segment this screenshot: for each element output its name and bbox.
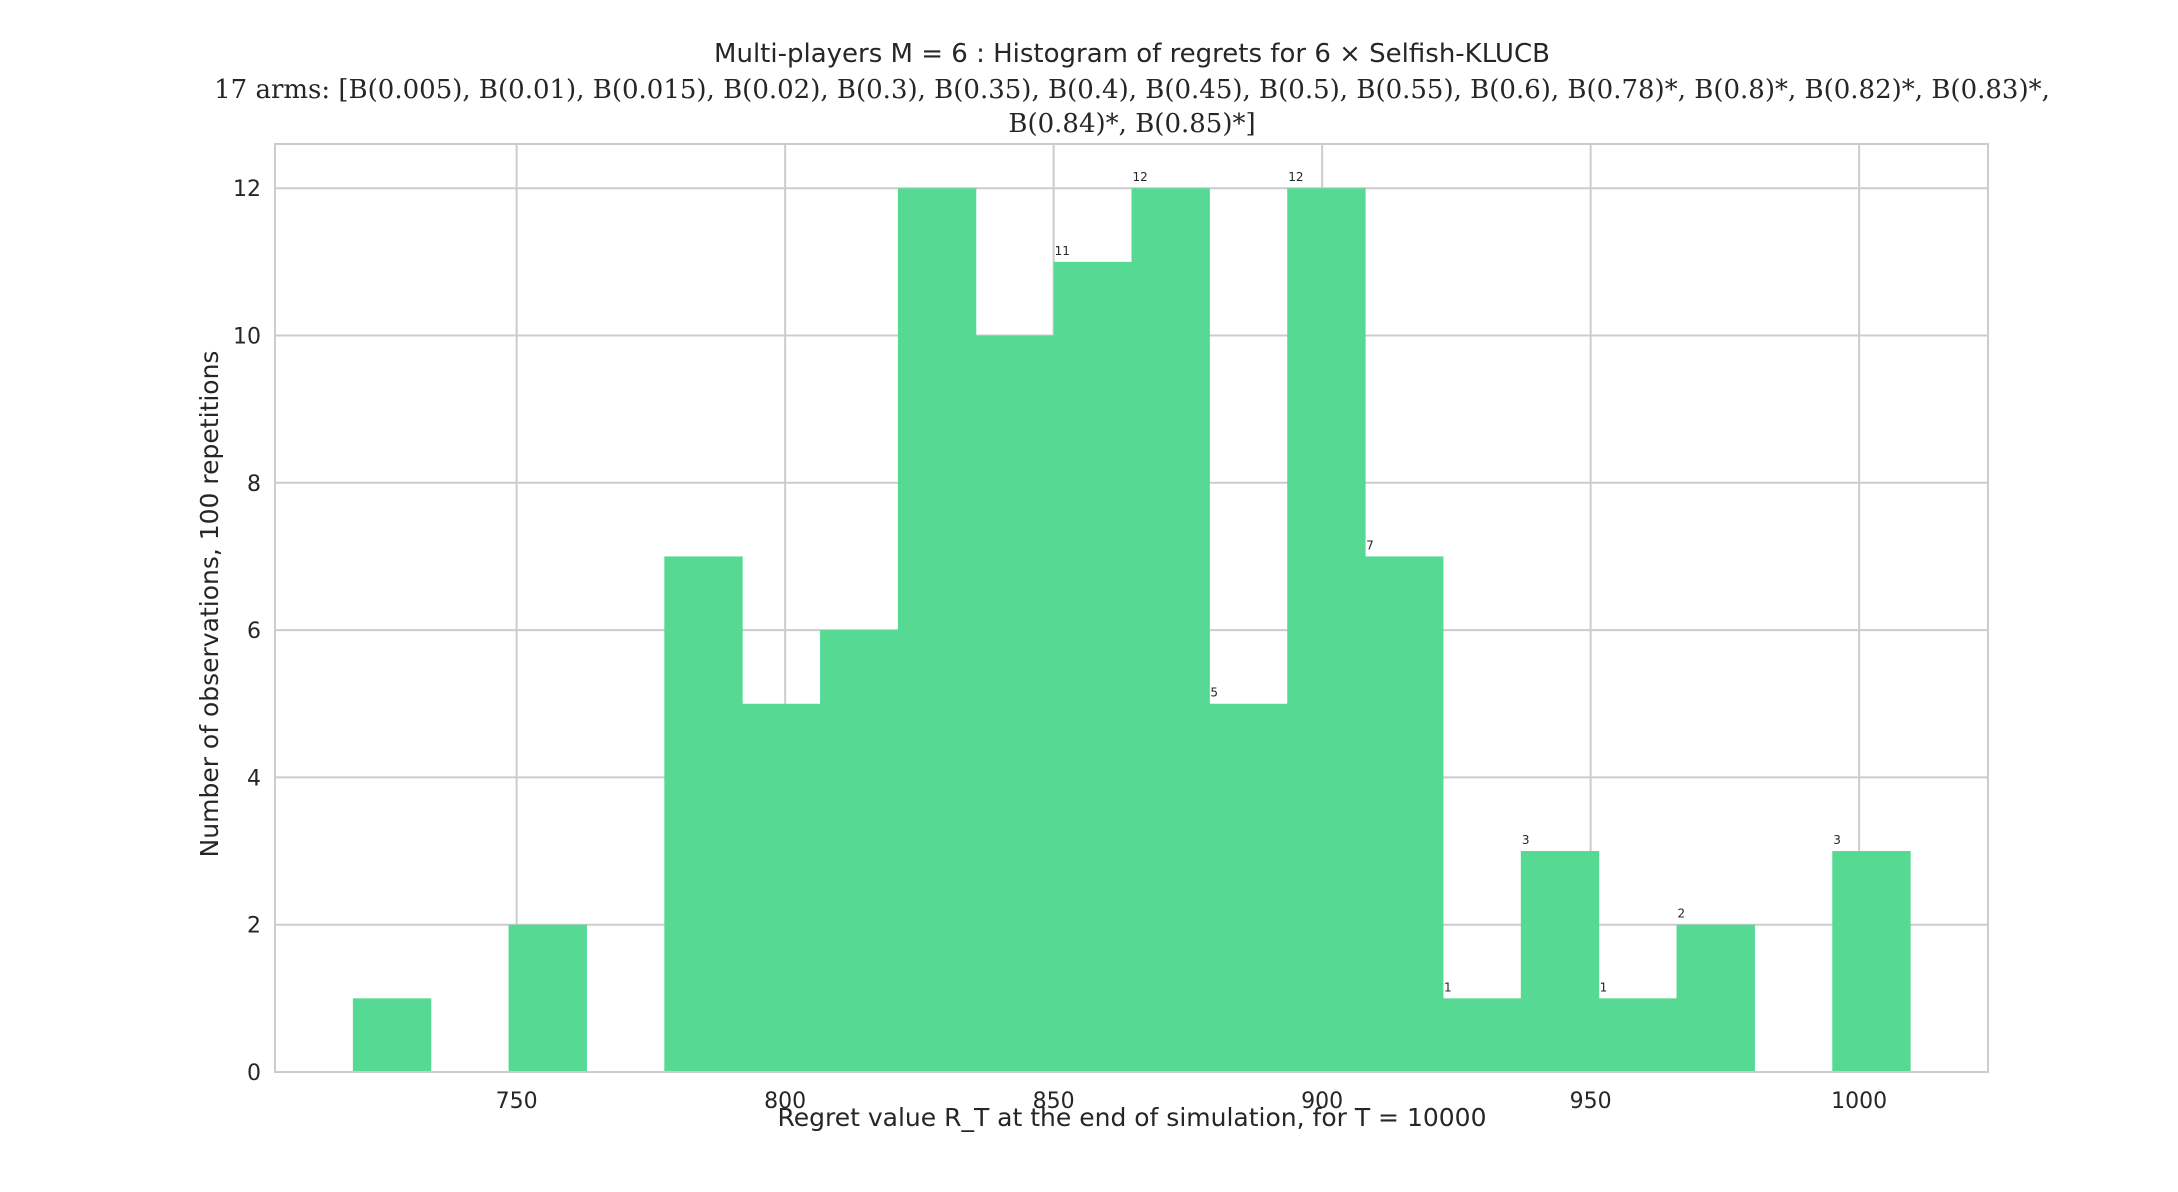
y-tick-label: 4	[247, 766, 261, 791]
bar-value-label: 7	[1366, 538, 1374, 552]
histogram-bar	[1598, 998, 1678, 1072]
histogram-bar	[1832, 851, 1911, 1072]
x-axis-label: Regret value R_T at the end of simulatio…	[778, 1103, 1487, 1132]
histogram-bar	[1442, 998, 1522, 1072]
y-tick-label: 8	[247, 472, 261, 497]
y-axis-label: Number of observations, 100 repetitions	[195, 351, 224, 858]
histogram-bar	[1676, 924, 1755, 1072]
bar-value-label: 3	[1522, 833, 1530, 847]
x-axis-ticks: 750 800 850 900 950 1000	[496, 1089, 1887, 1114]
bar-value-label: 2	[1678, 907, 1686, 921]
histogram-bar	[820, 630, 899, 1072]
bar-value-label: 12	[1288, 170, 1303, 184]
histogram-bar	[1287, 188, 1366, 1072]
histogram-bar	[1053, 261, 1132, 1072]
chart-subtitle-line-2: B(0.84)*, B(0.85)*]	[1008, 109, 1255, 139]
histogram-bar	[975, 335, 1055, 1072]
chart-subtitle-line-1: 17 arms: [B(0.005), B(0.01), B(0.015), B…	[214, 75, 2050, 105]
histogram-bar	[1209, 703, 1288, 1072]
y-tick-label: 2	[247, 914, 261, 939]
histogram-bar	[664, 556, 743, 1072]
histogram-bar	[1365, 556, 1444, 1072]
y-tick-label: 10	[233, 324, 261, 349]
x-tick-label: 950	[1570, 1089, 1612, 1114]
histogram-bar	[1131, 188, 1210, 1072]
histogram-bar	[1520, 851, 1600, 1072]
plot-frame	[274, 143, 1989, 1073]
x-tick-label: 850	[1033, 1089, 1075, 1114]
histogram-bar	[352, 998, 432, 1072]
y-tick-label: 6	[247, 619, 261, 644]
bar-value-label: 1	[1444, 980, 1452, 994]
x-tick-label: 900	[1301, 1089, 1343, 1114]
y-axis-ticks: 0 2 4 6 8 10 12	[233, 177, 261, 1086]
x-tick-label: 800	[764, 1089, 806, 1114]
x-tick-label: 1000	[1831, 1089, 1887, 1114]
histogram-bar	[742, 703, 821, 1072]
histogram-bar	[897, 188, 977, 1072]
bar-value-label: 12	[1133, 170, 1148, 184]
histogram-bar	[508, 924, 587, 1072]
y-tick-label: 12	[233, 177, 261, 202]
chart-title: Multi-players M = 6 : Histogram of regre…	[714, 39, 1550, 69]
y-tick-label: 0	[247, 1061, 261, 1086]
x-tick-label: 750	[496, 1089, 538, 1114]
bar-value-label: 3	[1833, 833, 1841, 847]
bar-value-label: 1	[1600, 980, 1608, 994]
bar-value-label: 5	[1210, 686, 1218, 700]
bars	[352, 188, 1911, 1072]
bar-value-label: 11	[1055, 244, 1070, 258]
